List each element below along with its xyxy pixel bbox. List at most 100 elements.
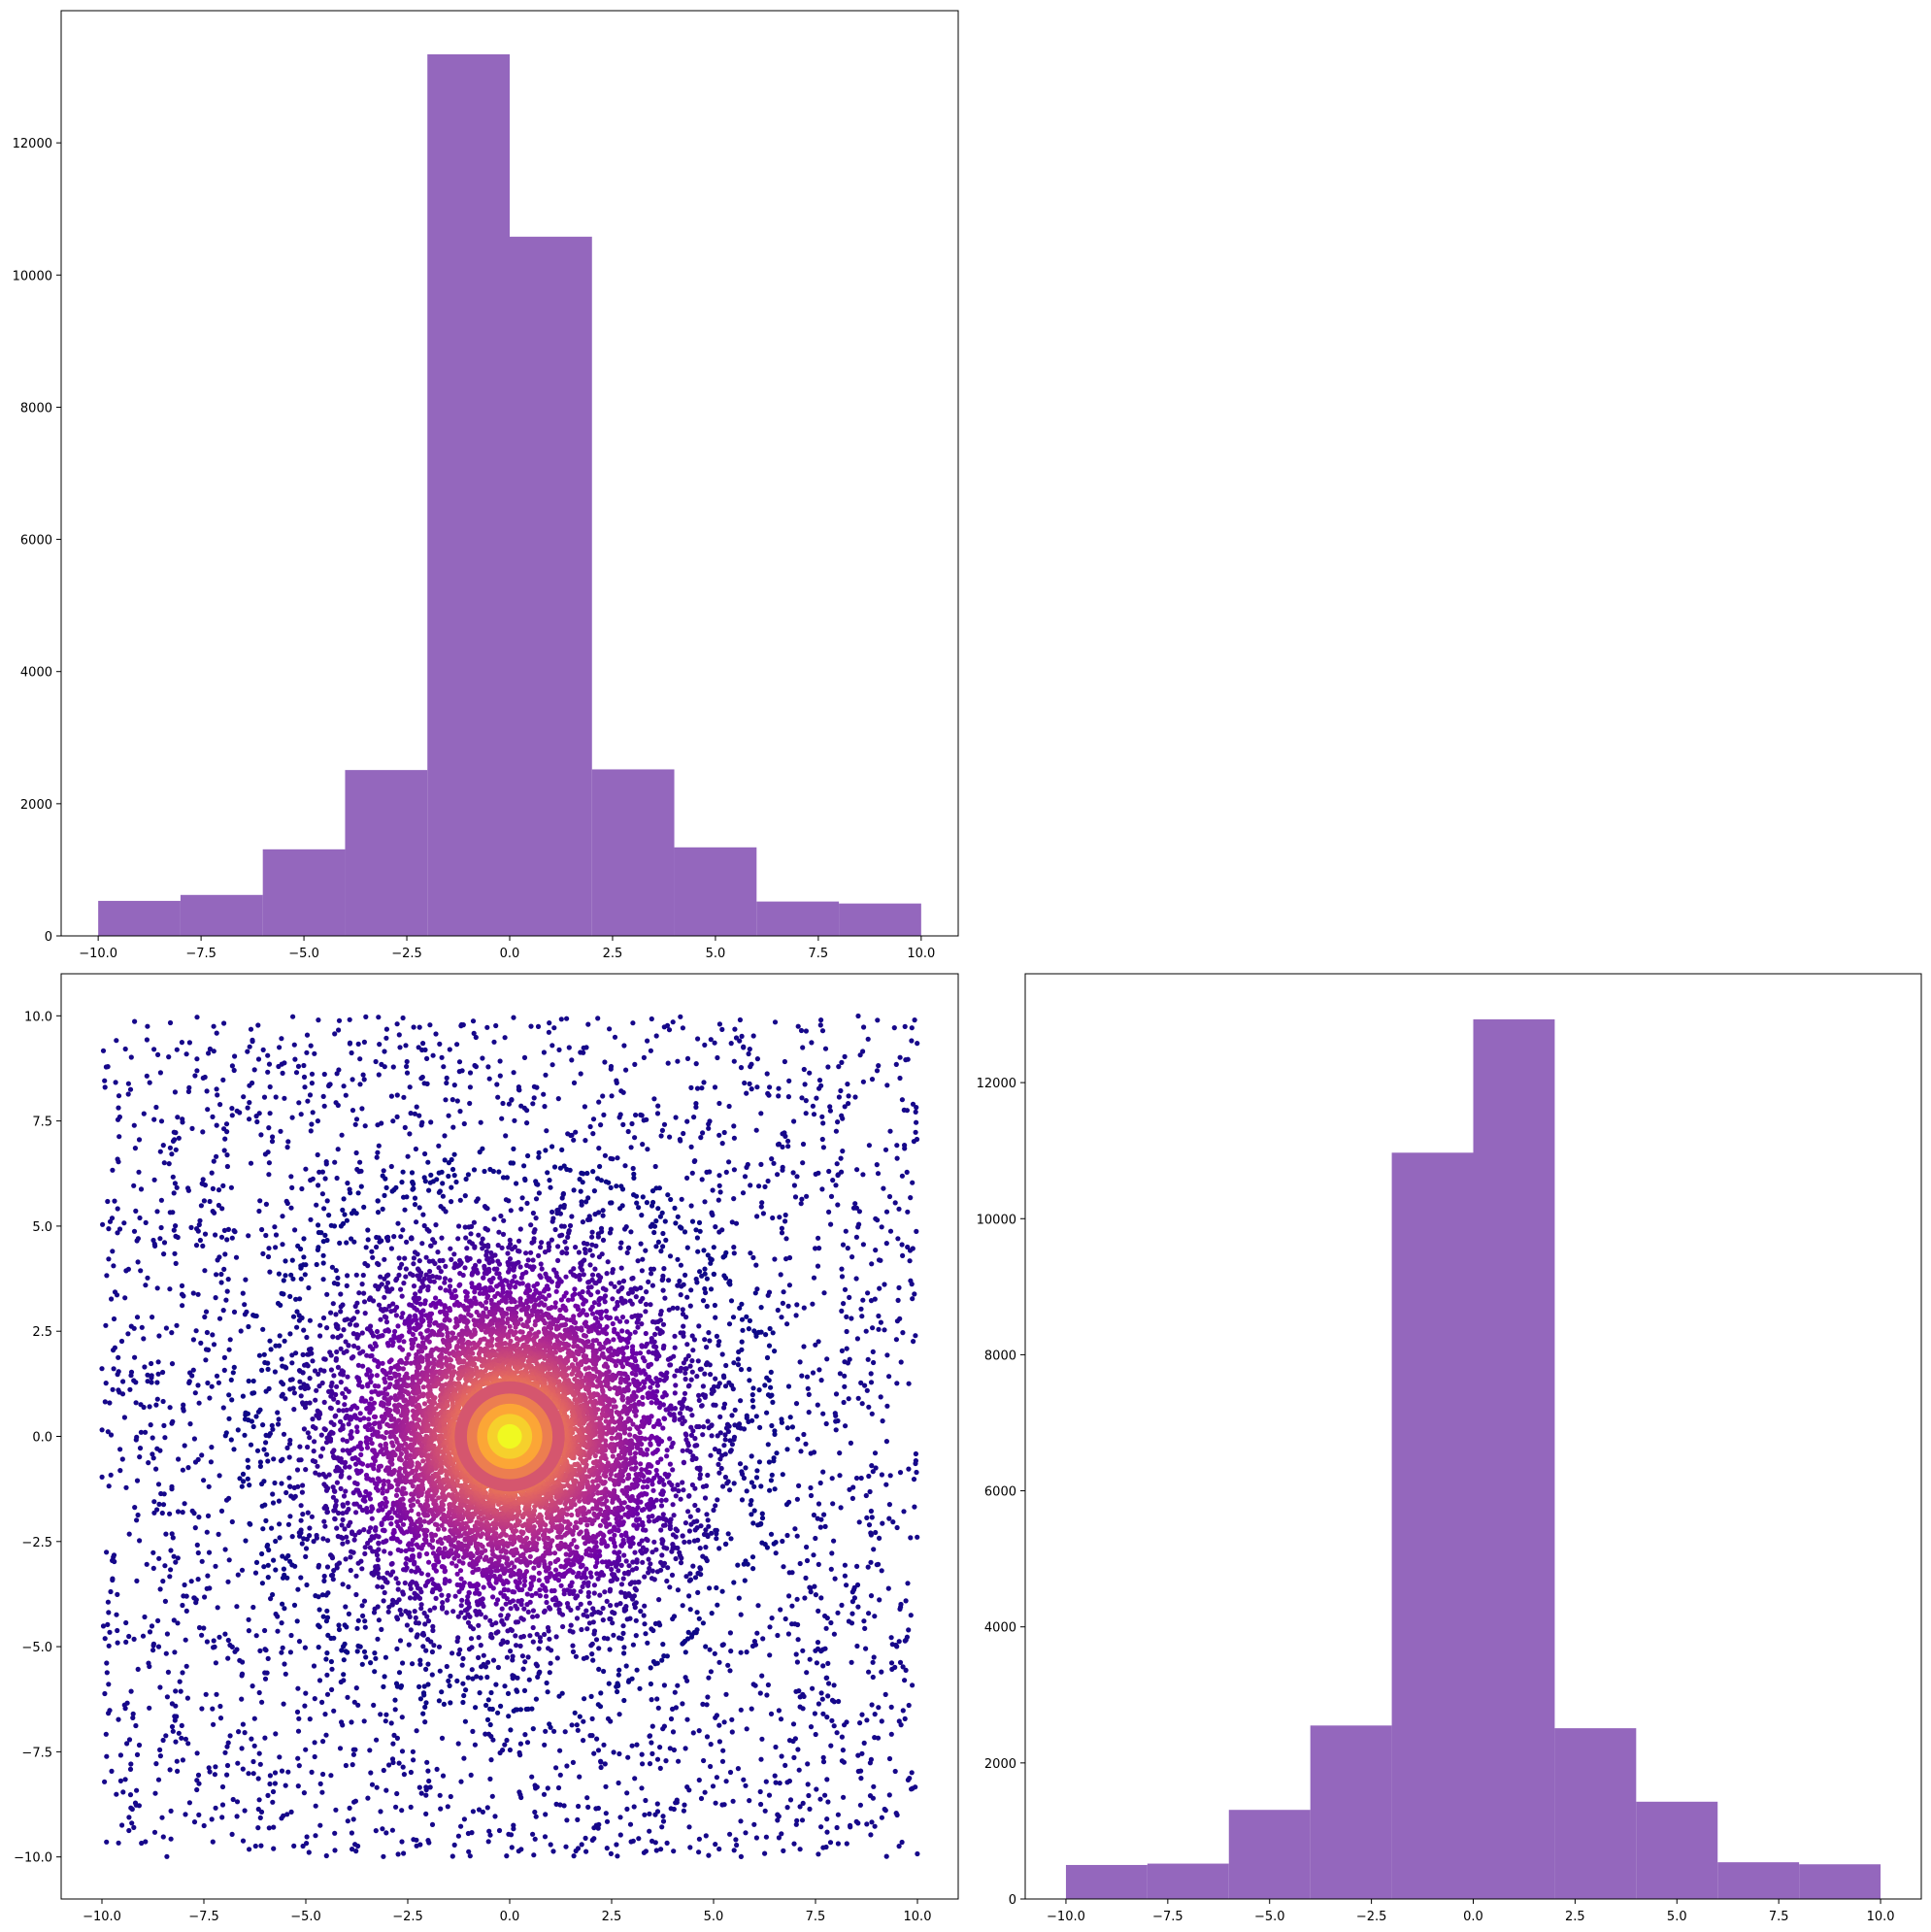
scatter-point bbox=[696, 1777, 702, 1783]
scatter-point bbox=[697, 1269, 703, 1275]
scatter-point bbox=[816, 1339, 821, 1345]
scatter-point bbox=[324, 1291, 330, 1297]
scatter-point bbox=[817, 1796, 823, 1802]
scatter-point bbox=[465, 1612, 471, 1617]
scatter-point bbox=[794, 1496, 801, 1502]
scatter-point bbox=[808, 1450, 814, 1456]
scatter-point bbox=[341, 1083, 347, 1089]
scatter-point bbox=[662, 1295, 668, 1301]
scatter-point bbox=[298, 1246, 304, 1252]
scatter-point bbox=[766, 1092, 772, 1098]
scatter-point bbox=[620, 1089, 626, 1095]
scatter-point bbox=[199, 1558, 205, 1564]
scatter-point bbox=[508, 1208, 514, 1214]
scatter-point bbox=[648, 1665, 653, 1671]
scatter-point bbox=[716, 1132, 722, 1138]
scatter-point bbox=[218, 1280, 224, 1285]
scatter-point bbox=[820, 1145, 827, 1150]
scatter-point bbox=[717, 1189, 723, 1195]
scatter-point bbox=[714, 1584, 719, 1591]
scatter-point bbox=[661, 1121, 668, 1127]
scatter-point bbox=[352, 1747, 358, 1752]
scatter-point bbox=[557, 1748, 563, 1753]
scatter-point bbox=[361, 1290, 367, 1296]
scatter-point bbox=[336, 1408, 342, 1414]
scatter-point bbox=[388, 1246, 394, 1251]
scatter-point bbox=[306, 1284, 312, 1291]
scatter-point bbox=[731, 1848, 737, 1853]
scatter-point bbox=[625, 1128, 631, 1135]
scatter-point bbox=[394, 1092, 400, 1098]
scatter-point bbox=[718, 1465, 724, 1472]
scatter-point bbox=[715, 1497, 720, 1503]
scatter-point bbox=[458, 1603, 464, 1609]
scatter-point bbox=[564, 1016, 570, 1021]
scatter-point bbox=[739, 1339, 745, 1345]
scatter-point bbox=[474, 1674, 480, 1680]
scatter-point bbox=[561, 1803, 567, 1809]
scatter-point bbox=[249, 1736, 254, 1742]
histogram-x-xtick-label: −5.0 bbox=[288, 947, 319, 961]
scatter-point bbox=[654, 1382, 661, 1388]
scatter-point bbox=[855, 1768, 861, 1775]
scatter-point bbox=[839, 1274, 846, 1280]
scatter-point bbox=[688, 1084, 694, 1090]
scatter-point bbox=[516, 1238, 522, 1244]
scatter-point bbox=[770, 1330, 776, 1336]
scatter-point bbox=[816, 1608, 821, 1614]
scatter-point bbox=[309, 1121, 315, 1127]
scatter-point bbox=[452, 1287, 458, 1293]
scatter-point bbox=[506, 1714, 512, 1719]
scatter-point bbox=[104, 1839, 110, 1845]
scatter-point bbox=[689, 1413, 695, 1418]
scatter-point bbox=[107, 1629, 113, 1635]
scatter-point bbox=[338, 1485, 344, 1491]
scatter-point bbox=[366, 1529, 372, 1535]
scatter-point bbox=[583, 1249, 588, 1255]
scatter-point bbox=[773, 1780, 779, 1785]
scatter-point bbox=[879, 1568, 884, 1574]
scatter-point bbox=[640, 1545, 647, 1550]
scatter-point bbox=[423, 1254, 429, 1260]
scatter-point bbox=[197, 1217, 203, 1223]
scatter-point bbox=[800, 1045, 806, 1050]
scatter-point bbox=[378, 1809, 383, 1815]
scatter-point bbox=[640, 1559, 646, 1565]
scatter-point bbox=[873, 1248, 879, 1253]
scatter-point bbox=[397, 1539, 403, 1545]
scatter-point bbox=[600, 1617, 606, 1623]
scatter-point bbox=[265, 1360, 271, 1366]
scatter-point bbox=[331, 1421, 337, 1427]
scatter-point bbox=[861, 1740, 867, 1746]
scatter-point bbox=[330, 1572, 336, 1578]
scatter-point bbox=[660, 1522, 667, 1528]
scatter-point bbox=[477, 1590, 483, 1597]
scatter-point bbox=[207, 1585, 213, 1591]
scatter-point bbox=[559, 1690, 565, 1696]
scatter-point bbox=[596, 1646, 602, 1651]
scatter-point bbox=[621, 1650, 627, 1656]
scatter-point bbox=[442, 1280, 448, 1285]
scatter-point bbox=[834, 1824, 840, 1831]
scatter-point bbox=[334, 1071, 340, 1077]
scatter-point bbox=[128, 1688, 134, 1694]
scatter-point bbox=[731, 1123, 737, 1129]
scatter-point bbox=[868, 1832, 874, 1838]
scatter-point bbox=[330, 1484, 336, 1490]
scatter-point bbox=[671, 1747, 678, 1753]
scatter-point bbox=[301, 1062, 307, 1069]
scatter-point bbox=[348, 1567, 353, 1574]
scatter-point bbox=[865, 1036, 871, 1042]
scatter-point bbox=[786, 1593, 792, 1599]
scatter-point bbox=[473, 1608, 479, 1615]
scatter-point bbox=[662, 1218, 668, 1224]
scatter-point bbox=[797, 1694, 803, 1700]
scatter-point bbox=[413, 1291, 418, 1297]
scatter-point bbox=[569, 1722, 575, 1728]
scatter-point bbox=[623, 1530, 629, 1536]
scatter-point bbox=[879, 1669, 884, 1675]
scatter-point bbox=[634, 1516, 640, 1522]
scatter-point bbox=[247, 1044, 252, 1049]
scatter-point bbox=[755, 1522, 761, 1528]
